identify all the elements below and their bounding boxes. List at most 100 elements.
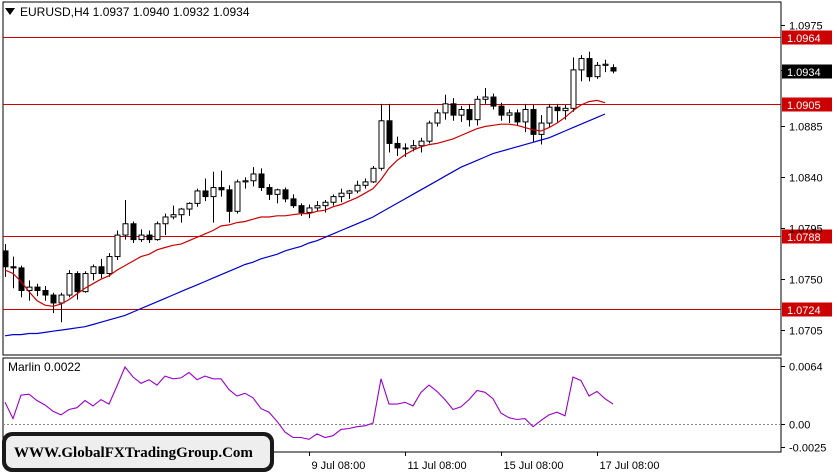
candle-body-bull	[570, 69, 577, 109]
candle-body-bear	[50, 294, 57, 304]
candle-body-bull	[306, 207, 313, 213]
candle-body-bull	[578, 58, 585, 71]
candle-body-bull	[314, 205, 321, 209]
candle-body-bull	[410, 145, 417, 149]
candle-body-bull	[194, 190, 201, 204]
candle-body-bull	[122, 223, 129, 236]
candle-body-bull	[66, 273, 73, 296]
candle-body-bear	[18, 267, 25, 292]
candle-body-bear	[98, 266, 105, 275]
candle-body-bull	[458, 108, 465, 116]
candle-body-bull	[378, 120, 385, 169]
candle-body-bull	[322, 201, 329, 207]
candle-body-bull	[546, 106, 553, 124]
time-axis-label: 17 Jul 08:00	[600, 460, 660, 472]
level-price-label: 1.0724	[787, 305, 821, 317]
level-price-label: 1.0905	[787, 100, 821, 112]
candle-body-bear	[74, 273, 81, 293]
candle-body-bull	[90, 266, 97, 275]
candle-body-bear	[258, 173, 265, 189]
candle-body-bear	[42, 290, 49, 296]
candle-body-bull	[274, 189, 281, 195]
candle-body-bull	[58, 294, 65, 304]
indicator-panel-frame	[2, 357, 782, 453]
candle-body-bull	[250, 173, 257, 182]
candle-body-bull	[346, 190, 353, 194]
candle-body-bear	[266, 187, 273, 195]
level-price-tag	[782, 302, 832, 317]
candle-body-bear	[610, 67, 617, 72]
candle-body-bull	[170, 214, 177, 218]
level-price-tag	[782, 97, 832, 112]
candle-body-bear	[282, 189, 289, 200]
candle-body-bull	[354, 184, 361, 192]
candle-body-bear	[2, 250, 9, 268]
candle-body-bull	[506, 112, 513, 116]
candle-body-bull	[602, 63, 609, 66]
candle-body-bull	[362, 181, 369, 186]
candle-body-bull	[522, 108, 529, 123]
symbol-title: EURUSD,H4 1.0937 1.0940 1.0932 1.0934	[20, 5, 250, 19]
indicator-axis-label: -0.0025	[789, 443, 826, 455]
candle-body-bull	[370, 167, 377, 183]
candle-body-bear	[386, 120, 393, 144]
watermark-badge: WWW.GlobalFXTradingGroup.Com	[2, 432, 274, 472]
candle-body-bull	[402, 147, 409, 150]
candle-body-bear	[498, 105, 505, 116]
candle-body-bear	[218, 187, 225, 191]
price-axis-label: 1.0795	[789, 224, 823, 236]
candle-body-bull	[426, 122, 433, 142]
price-axis-label: 1.0705	[789, 326, 823, 338]
candle-body-bear	[586, 58, 593, 78]
candle-body-bear	[130, 223, 137, 241]
candle-body-bear	[226, 189, 233, 212]
candle-body-bull	[538, 122, 545, 135]
symbol-header: EURUSD,H4 1.0937 1.0940 1.0932 1.0934	[5, 5, 250, 19]
dropdown-arrow-icon[interactable]	[5, 8, 15, 15]
candle-body-bear	[490, 96, 497, 107]
candle-body-bear	[554, 106, 561, 112]
level-price-label: 1.0964	[787, 33, 821, 45]
candle-body-bull	[442, 103, 449, 114]
candle-body-bull	[162, 216, 169, 225]
watermark-text: WWW.GlobalFXTradingGroup.Com	[14, 445, 253, 461]
price-axis-label: 1.0885	[789, 122, 823, 134]
candle-body-bull	[330, 196, 337, 203]
indicator-axis-label: 0.00	[789, 420, 810, 432]
candle-body-bear	[34, 286, 41, 292]
candle-body-bear	[202, 190, 209, 198]
indicator-label: Marlin 0.0022	[8, 360, 81, 374]
candle-body-bear	[466, 108, 473, 121]
price-axis-label: 1.0840	[789, 173, 823, 185]
candle-body-bull	[594, 64, 601, 78]
fast-ma-line	[4, 99, 606, 307]
candle-body-bull	[562, 107, 569, 112]
level-price-tag	[782, 30, 832, 45]
candle-body-bull	[82, 273, 89, 293]
candle-body-bull	[418, 140, 425, 147]
indicator-axis-label: 0.0064	[789, 362, 823, 374]
candle-body-bull	[338, 192, 345, 198]
candle-body-bull	[474, 98, 481, 121]
candle-body-bear	[10, 266, 17, 269]
candle-body-bull	[138, 234, 145, 241]
candle-body-bull	[234, 181, 241, 212]
candle-body-bear	[290, 198, 297, 207]
current-price-label: 1.0934	[787, 67, 821, 79]
candle-body-bear	[530, 108, 537, 135]
slow-ma-line	[4, 113, 606, 337]
price-axis-label: 1.0750	[789, 275, 823, 287]
candle-body-bull	[154, 223, 161, 241]
candle-body-bull	[106, 256, 113, 275]
current-price-tag	[782, 64, 832, 79]
price-panel-frame	[2, 1, 782, 356]
candle-body-bear	[146, 234, 153, 241]
candle-body-bear	[450, 103, 457, 116]
candle-body-bear	[298, 205, 305, 213]
candle-body-bull	[482, 96, 489, 100]
candle-body-bull	[186, 202, 193, 210]
candle-body-bull	[178, 208, 185, 216]
time-axis-label: 9 Jul 08:00	[312, 460, 366, 472]
level-price-label: 1.0788	[787, 232, 821, 244]
